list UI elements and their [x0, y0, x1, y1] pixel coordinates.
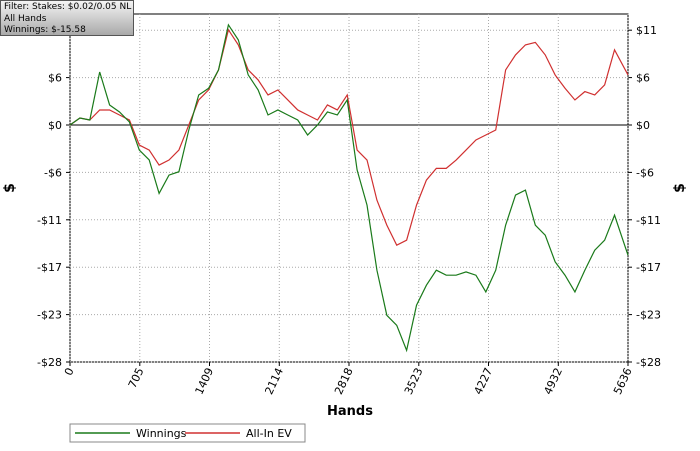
y2-tick-label: -$28 — [636, 356, 661, 369]
x-tick-label: 705 — [126, 366, 147, 391]
x-tick-label: 2818 — [332, 366, 356, 397]
x-tick-label: 4227 — [472, 366, 496, 397]
x-tick-label: 4932 — [541, 366, 565, 397]
legend-label: Winnings — [136, 427, 187, 440]
series-line — [69, 28, 629, 246]
filter-box: Filter: Stakes: $0.02/0.05 NL All Hands … — [0, 0, 134, 36]
y-tick-label: -$23 — [37, 309, 62, 322]
legend-box — [69, 423, 306, 443]
series-line — [69, 23, 629, 353]
y-tick-label: -$17 — [37, 261, 62, 274]
y-tick-label: -$6 — [44, 166, 62, 179]
y-tick-label: $0 — [48, 119, 62, 132]
y2-tick-label: -$17 — [636, 261, 661, 274]
y-tick-label: -$28 — [37, 356, 62, 369]
filter-line: All Hands — [4, 13, 47, 24]
legend-label: All-In EV — [246, 427, 292, 440]
y2-tick-label: -$23 — [636, 309, 661, 322]
y-axis-label: $ — [2, 183, 18, 193]
y-tick-label: -$11 — [37, 214, 62, 227]
x-tick-label: 3523 — [402, 366, 426, 397]
y2-tick-label: $0 — [636, 119, 650, 132]
y2-axis-label: $ — [672, 183, 688, 193]
y2-tick-label: $6 — [636, 72, 650, 85]
y2-tick-label: -$6 — [636, 166, 654, 179]
filter-line: Winnings: $-15.58 — [4, 25, 86, 35]
plot-frame — [69, 13, 629, 363]
x-tick-label: 2114 — [262, 366, 286, 397]
x-tick-label: 1409 — [193, 366, 217, 397]
y2-tick-label: -$11 — [636, 214, 661, 227]
y-tick-label: $6 — [48, 72, 62, 85]
x-tick-label: 0 — [62, 366, 77, 378]
y2-tick-label: $11 — [636, 24, 657, 37]
x-axis-label: Hands — [327, 404, 373, 419]
x-tick-label: 5636 — [611, 366, 635, 397]
filter-line: Filter: Stakes: $0.02/0.05 NL — [4, 2, 132, 12]
